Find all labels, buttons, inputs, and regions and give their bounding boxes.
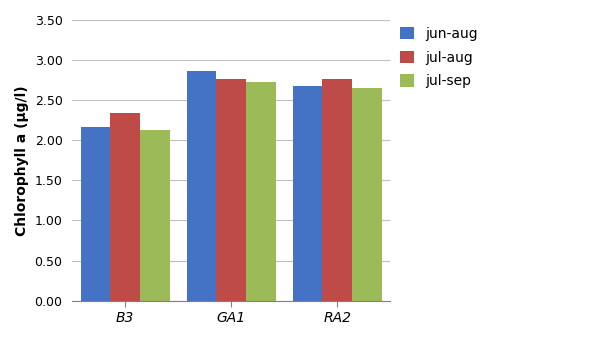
Bar bbox=[216, 79, 246, 301]
Bar bbox=[110, 113, 140, 301]
Bar bbox=[140, 130, 170, 301]
Bar bbox=[81, 128, 110, 301]
Legend: jun-aug, jul-aug, jul-sep: jun-aug, jul-aug, jul-sep bbox=[400, 27, 478, 88]
Bar bbox=[292, 86, 323, 301]
Bar bbox=[323, 79, 352, 301]
Bar bbox=[187, 71, 216, 301]
Bar bbox=[352, 88, 382, 301]
Y-axis label: Chlorophyll a (µg/l): Chlorophyll a (µg/l) bbox=[15, 85, 29, 236]
Bar bbox=[246, 82, 276, 301]
